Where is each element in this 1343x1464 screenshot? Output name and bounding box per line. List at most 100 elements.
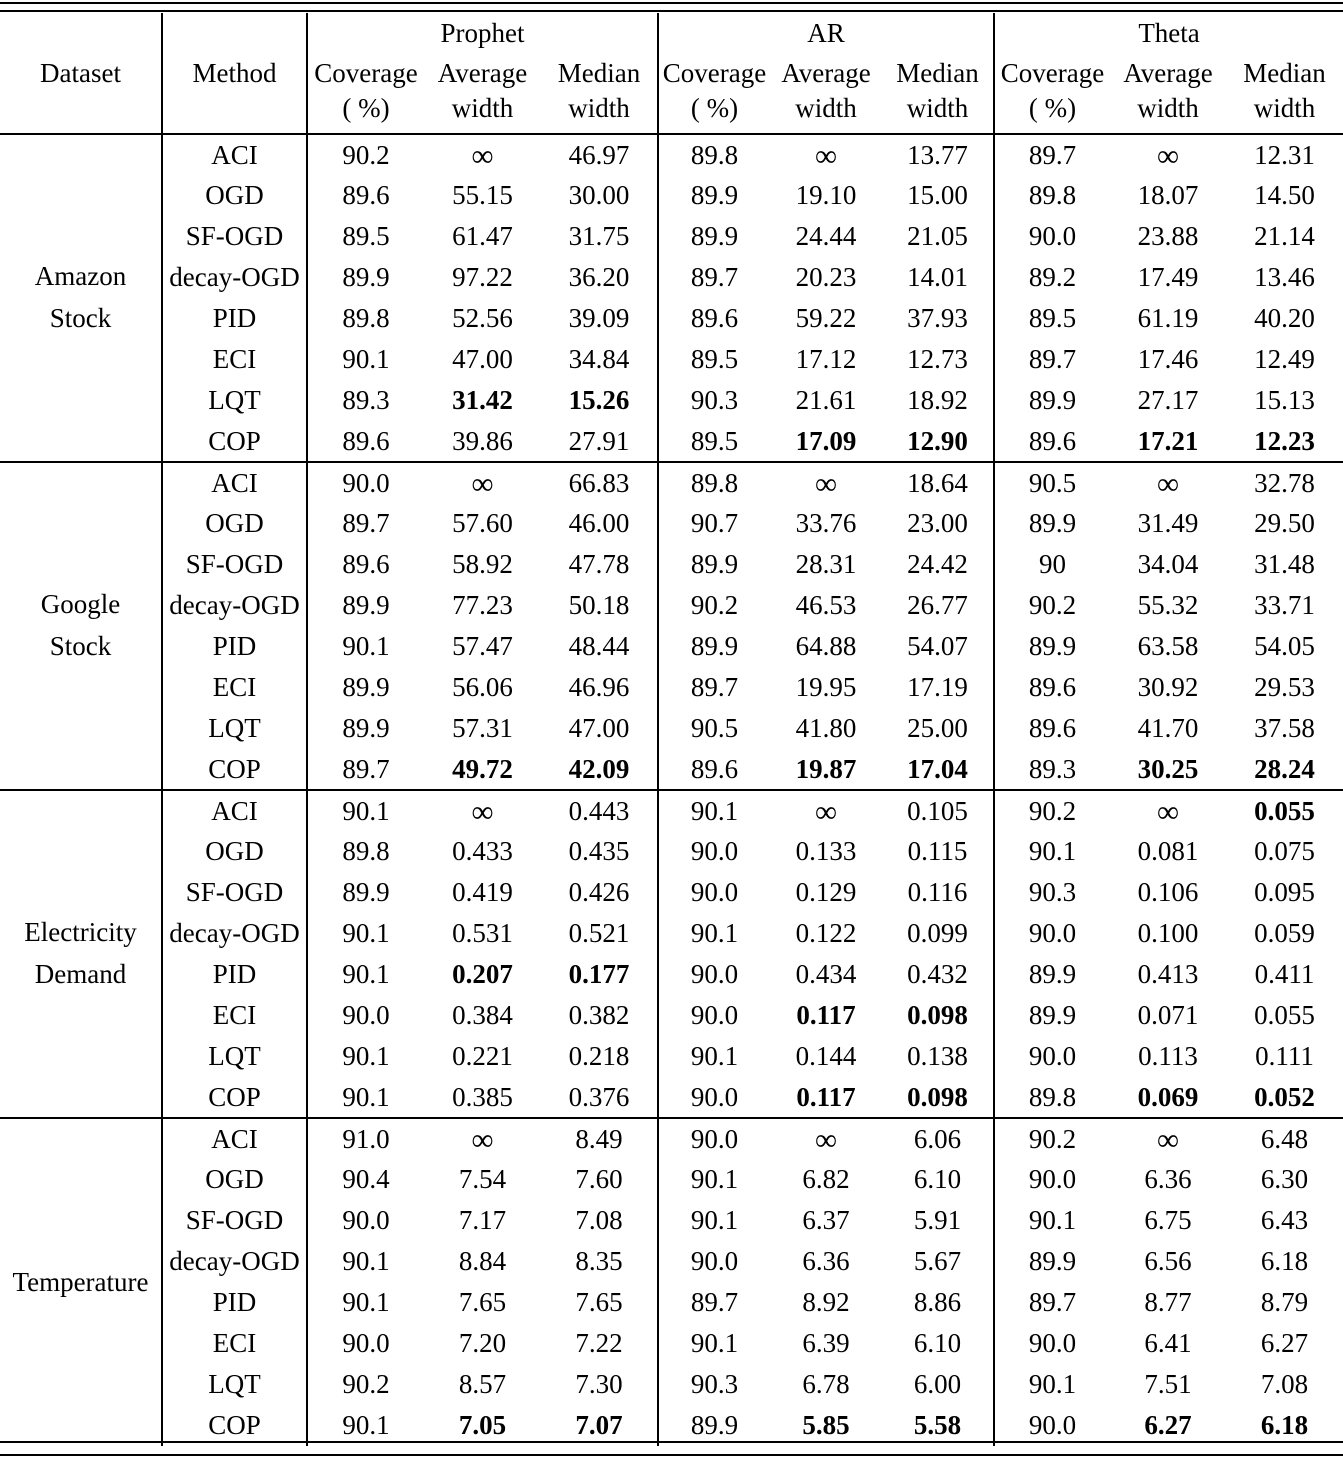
value-cell: 20.23 [795,262,857,292]
value-cell: 90.1 [690,1164,739,1194]
table-row: decay-OGD 89.9 77.23 50.18 90.2 46.53 26.77 90.… [0,585,1343,626]
method-cell: decay-OGD [162,257,308,298]
value-cell: 13.46 [1254,262,1315,292]
value-cell: 89.9 [1028,959,1077,989]
value-cell: 7.65 [458,1287,507,1317]
header-coverage: Coverage [662,58,767,88]
value-cell: 37.58 [1254,713,1315,743]
value-cell: 0.115 [882,831,996,872]
table-row: ECI 90.0 7.20 7.22 90.1 6.39 6.10 90.0 6.41 6.27 [0,1323,1343,1364]
value-cell: 90.0 [1028,1164,1077,1194]
value-cell: 0.111 [1255,1041,1314,1071]
value-cell: 90.0 [690,836,739,866]
value-cell: 8.57 [458,1369,507,1399]
value-cell: 28.31 [795,549,857,579]
table-row: OGD 89.8 0.433 0.435 90.0 0.133 0.115 90.1 0.081… [0,831,1343,872]
value-cell: 90.1 [342,795,390,826]
value-cell: 0.117 [796,1081,856,1112]
table-row: LQT 89.9 57.31 47.00 90.5 41.80 25.00 89.6 41.70… [0,708,1343,749]
value-cell: 89.9 [342,877,390,907]
value-cell: 0.218 [541,1036,660,1077]
value-cell: 41.80 [795,713,857,743]
method-cell: ACI [162,462,308,503]
value-cell: 5.58 [882,1405,996,1446]
value-cell: 12.73 [882,339,996,380]
value-cell: 0.413 [1137,959,1199,989]
value-cell: 46.97 [541,134,660,175]
method-cell: PID [162,298,308,339]
value-cell: 41.70 [1137,713,1199,743]
value-cell: 25.00 [882,708,996,749]
table-row: SF-OGD 89.5 61.47 31.75 89.9 24.44 21.05 90.0 23… [0,216,1343,257]
top-double-rule-2 [0,10,1343,12]
table-row: Amazon Stock ACI 90.2 ∞ 46.97 89.8 ∞ 13.77 89.7 ∞… [0,134,1343,462]
method-cell: LQT [162,380,308,421]
value-cell: 39.86 [452,425,513,456]
value-cell: 0.055 [1254,1000,1315,1030]
value-cell: 0.095 [1254,877,1315,907]
value-cell: 90 [1039,549,1067,579]
method-cell: ECI [162,339,308,380]
value-cell: 7.51 [1144,1369,1192,1399]
value-cell: 0.384 [452,1000,513,1030]
value-cell: 0.426 [541,872,660,913]
value-cell: 6.10 [882,1323,996,1364]
dataset-cell: Temperature [0,1118,163,1446]
value-cell: 27.91 [541,421,660,462]
value-cell: 0.069 [1137,1081,1199,1112]
value-cell: 0.075 [1254,836,1315,866]
header-median: Median [882,53,996,91]
bottom-double-rule-2 [0,1454,1343,1456]
value-cell: 24.44 [795,221,857,251]
value-cell: 52.56 [452,303,513,333]
table-row: OGD 89.6 55.15 30.00 89.9 19.10 15.00 89.8 18.07… [0,175,1343,216]
value-cell: 33.76 [795,508,857,538]
value-cell: 90.1 [690,1041,739,1071]
value-cell: 18.64 [882,462,996,503]
value-cell: 0.177 [541,954,660,995]
method-cell: ACI [162,134,308,175]
value-cell: 8.86 [882,1282,996,1323]
value-cell: 89.6 [1028,425,1077,456]
value-cell: 89.5 [690,425,739,456]
value-cell: 12.90 [882,421,996,462]
method-cell: ACI [162,1118,308,1159]
value-cell: 6.75 [1144,1205,1192,1235]
value-cell: 89.9 [1028,1246,1077,1276]
value-cell: 97.22 [452,262,513,292]
dataset-section: Amazon Stock ACI 90.2 ∞ 46.97 89.8 ∞ 13.77 89.7 ∞… [0,134,1343,462]
header-width: width [541,91,660,134]
value-cell: 0.105 [882,790,996,831]
method-cell: LQT [162,708,308,749]
value-cell: 57.60 [452,508,513,538]
table-row: SF-OGD 89.6 58.92 47.78 89.9 28.31 24.42 90 34.0… [0,544,1343,585]
value-cell: 46.53 [795,590,857,620]
value-cell: 89.3 [342,385,390,415]
method-cell: OGD [162,831,308,872]
value-cell: 17.49 [1137,262,1199,292]
method-cell: SF-OGD [162,1200,308,1241]
table-row: Electricity Demand ACI 90.1 ∞ 0.443 90.1 ∞ 0.10… [0,790,1343,1118]
value-cell: 90.2 [342,1369,390,1399]
value-cell: 90.0 [1028,918,1077,948]
value-cell: 7.07 [541,1405,660,1446]
value-cell: 0.434 [795,959,857,989]
value-cell: 89.9 [1028,631,1077,661]
value-cell: 0.098 [882,995,996,1036]
value-cell: 0.443 [541,790,660,831]
value-cell: 0.144 [795,1041,857,1071]
value-cell: 90.2 [1028,795,1077,826]
header-average: Average [437,58,528,88]
value-cell: 90.1 [342,344,390,374]
value-cell: 6.00 [882,1364,996,1405]
method-cell: LQT [162,1364,308,1405]
value-cell: 31.42 [452,385,513,415]
value-cell: 89.7 [690,1287,739,1317]
value-cell: 90.0 [1028,221,1077,251]
value-cell: 6.43 [1260,1205,1309,1235]
header-width: width [882,91,996,134]
value-cell: 89.7 [690,672,739,702]
value-cell: 7.22 [541,1323,660,1364]
value-cell: 54.05 [1254,631,1315,661]
value-cell: 90.0 [690,877,739,907]
